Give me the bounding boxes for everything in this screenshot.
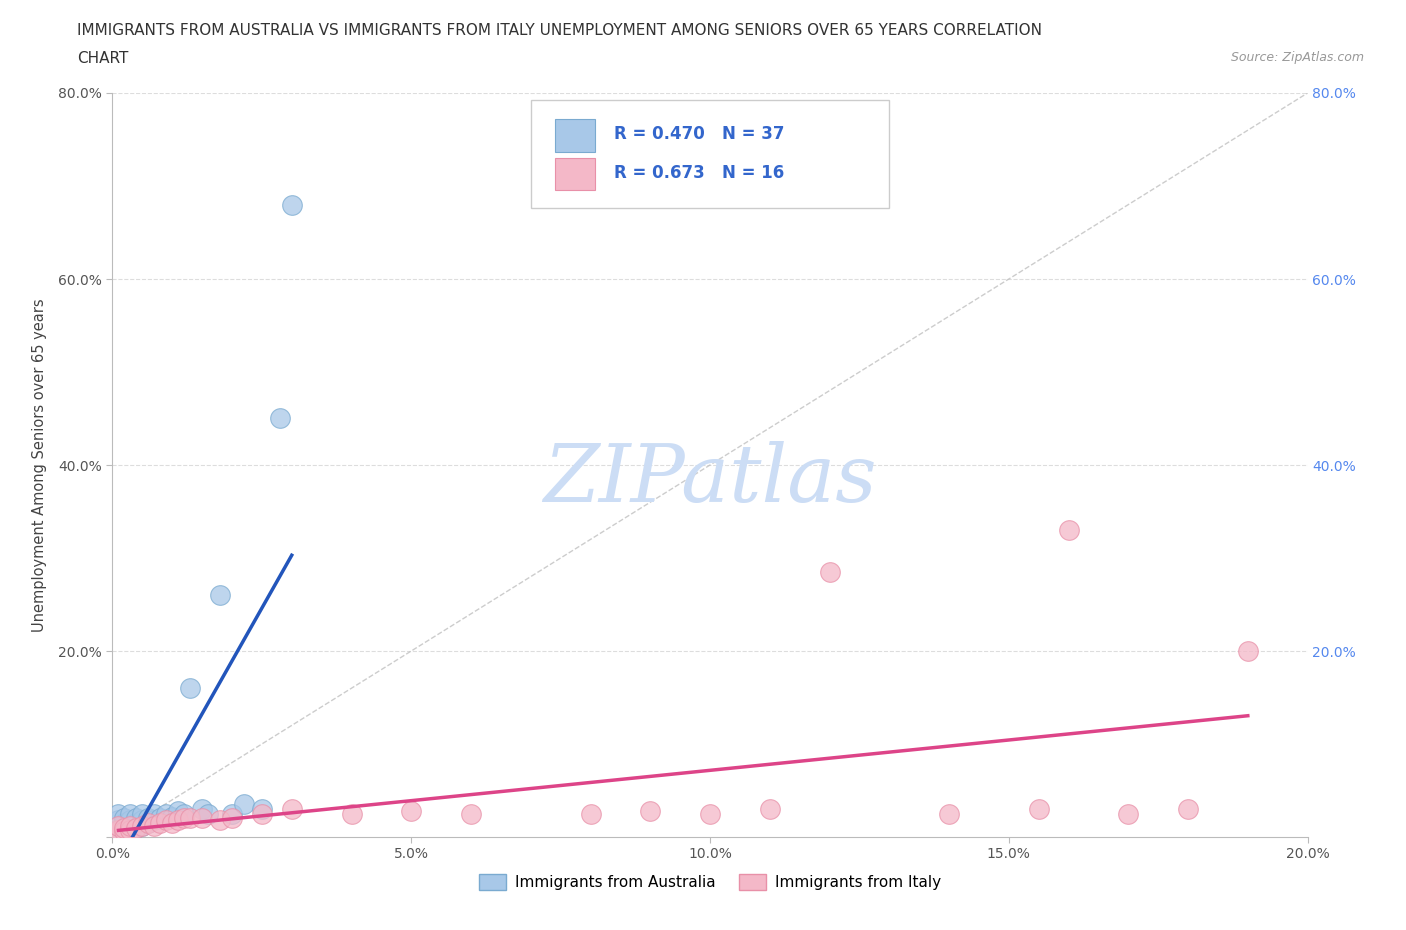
Point [143, 818, 166, 833]
Point [269, 411, 291, 426]
Point [818, 565, 841, 579]
Point [191, 811, 214, 826]
Point [143, 813, 166, 828]
Point [191, 802, 214, 817]
Point [1177, 802, 1199, 817]
Point [167, 813, 190, 828]
Point [250, 806, 273, 821]
Point [340, 806, 363, 821]
Point [167, 804, 190, 818]
Point [1237, 644, 1260, 658]
FancyBboxPatch shape [554, 119, 595, 152]
Legend: Immigrants from Australia, Immigrants from Italy: Immigrants from Australia, Immigrants fr… [472, 868, 948, 897]
Point [162, 809, 183, 824]
Point [114, 824, 135, 839]
Point [197, 806, 219, 821]
Point [131, 818, 153, 833]
Point [173, 806, 195, 821]
Point [281, 197, 304, 212]
Point [155, 806, 177, 821]
Point [1057, 523, 1080, 538]
Point [179, 681, 201, 696]
Point [131, 806, 153, 821]
Point [120, 806, 142, 821]
Y-axis label: Unemployment Among Seniors over 65 years: Unemployment Among Seniors over 65 years [32, 299, 46, 631]
Text: R = 0.470   N = 37: R = 0.470 N = 37 [614, 125, 785, 143]
FancyBboxPatch shape [554, 158, 595, 191]
Point [579, 806, 602, 821]
Point [699, 806, 721, 821]
Point [221, 811, 243, 826]
Point [281, 802, 304, 817]
Point [221, 806, 243, 821]
Text: ZIPatlas: ZIPatlas [543, 441, 877, 519]
Point [149, 816, 172, 830]
Text: IMMIGRANTS FROM AUSTRALIA VS IMMIGRANTS FROM ITALY UNEMPLOYMENT AMONG SENIORS OV: IMMIGRANTS FROM AUSTRALIA VS IMMIGRANTS … [77, 23, 1042, 38]
Point [107, 806, 129, 821]
Text: CHART: CHART [77, 51, 129, 66]
Point [114, 820, 135, 835]
Point [125, 820, 148, 835]
Point [143, 806, 166, 821]
Point [1028, 802, 1050, 817]
Point [149, 811, 172, 826]
Point [250, 802, 273, 817]
Point [138, 816, 160, 830]
FancyBboxPatch shape [531, 100, 890, 208]
Point [125, 811, 148, 826]
Point [114, 820, 135, 835]
Point [107, 822, 129, 837]
Point [1118, 806, 1140, 821]
Point [120, 813, 142, 828]
Point [114, 816, 135, 830]
Point [107, 825, 129, 840]
Point [209, 813, 232, 828]
Point [107, 825, 129, 840]
Point [401, 804, 423, 818]
Point [107, 818, 129, 833]
Point [125, 820, 148, 835]
Text: R = 0.673   N = 16: R = 0.673 N = 16 [614, 165, 785, 182]
Point [233, 797, 256, 812]
Point [120, 822, 142, 837]
Point [107, 818, 129, 833]
Point [460, 806, 482, 821]
Point [938, 806, 960, 821]
Point [138, 811, 160, 826]
Point [162, 816, 183, 830]
Point [131, 813, 153, 828]
Point [114, 824, 135, 839]
Point [120, 822, 142, 837]
Point [120, 818, 142, 833]
Point [131, 818, 153, 833]
Point [179, 811, 201, 826]
Text: Source: ZipAtlas.com: Source: ZipAtlas.com [1230, 51, 1364, 64]
Point [120, 818, 142, 833]
Point [173, 811, 195, 826]
Point [155, 813, 177, 828]
Point [138, 816, 160, 830]
Point [107, 813, 129, 828]
Point [759, 802, 782, 817]
Point [114, 811, 135, 826]
Point [640, 804, 662, 818]
Point [209, 588, 232, 603]
Point [125, 816, 148, 830]
Point [107, 822, 129, 837]
